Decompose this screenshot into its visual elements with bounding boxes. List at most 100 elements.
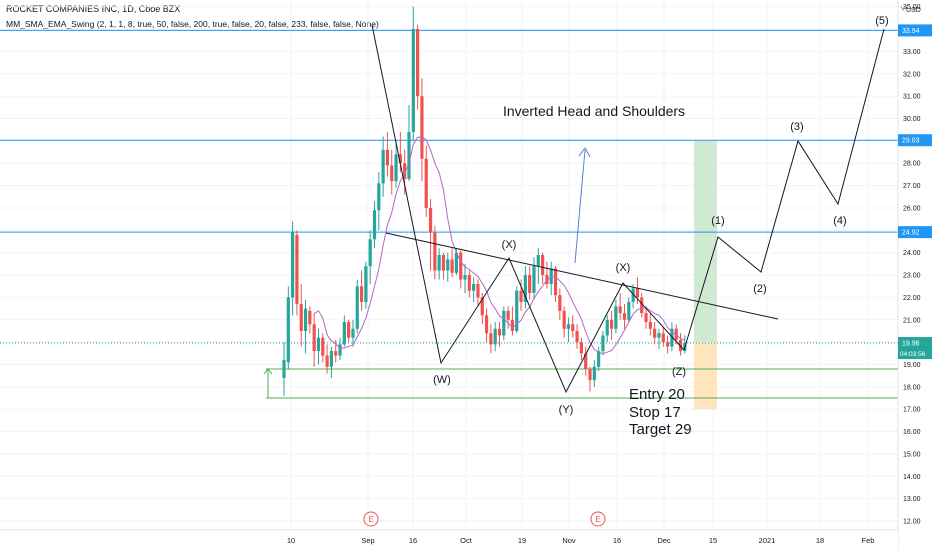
drawings[interactable] bbox=[371, 24, 885, 394]
candle-4 bbox=[299, 284, 303, 347]
candle-body bbox=[416, 29, 420, 97]
time-tick-7: Dec bbox=[657, 536, 671, 545]
candle-body bbox=[644, 313, 648, 323]
candle-body bbox=[536, 254, 540, 267]
candle-body bbox=[407, 131, 411, 179]
candle-body bbox=[493, 328, 497, 345]
level-badge-label-1: 29.03 bbox=[902, 138, 920, 145]
candle-58 bbox=[532, 257, 536, 300]
indicator-legend-text: MM_SMA_EMA_Swing (2, 1, 1, 8, true, 50, … bbox=[6, 19, 379, 29]
candle-body bbox=[588, 368, 592, 381]
candle-52 bbox=[506, 306, 510, 329]
candle-body bbox=[359, 286, 364, 302]
candle-47 bbox=[484, 308, 489, 343]
projection-line bbox=[683, 28, 885, 351]
time-tick-0: 10 bbox=[287, 536, 295, 545]
price-tick-3: 15.00 bbox=[903, 451, 921, 458]
candle-body bbox=[489, 333, 493, 345]
candle-89 bbox=[665, 335, 670, 354]
candle-45 bbox=[476, 279, 480, 307]
position-zones bbox=[694, 140, 717, 410]
candle-body bbox=[463, 275, 467, 280]
wave-label-2: (2) bbox=[753, 283, 766, 295]
countdown-label: 04:03:56 bbox=[900, 351, 926, 358]
up-arrow-head bbox=[578, 147, 591, 158]
candle-39 bbox=[450, 248, 454, 278]
target-zone bbox=[694, 140, 717, 343]
candle-41 bbox=[459, 250, 463, 289]
candle-body bbox=[385, 149, 390, 166]
symbol-title[interactable]: ROCKET COMPANIES INC, 1D, Cboe BZX bbox=[6, 4, 180, 14]
candle-35 bbox=[433, 225, 437, 280]
candle-1 bbox=[286, 286, 290, 369]
candle-body bbox=[657, 333, 661, 338]
candle-57 bbox=[528, 266, 532, 300]
candle-23 bbox=[381, 136, 385, 197]
price-tick-14: 26.00 bbox=[903, 205, 921, 212]
candle-body bbox=[398, 154, 402, 164]
price-tick-23: 35.00 bbox=[903, 4, 921, 11]
candle-body bbox=[648, 322, 652, 329]
earnings-marker-1 bbox=[590, 511, 606, 527]
candle-body bbox=[571, 324, 575, 331]
wave-label-y: (Y) bbox=[559, 404, 574, 416]
candle-71 bbox=[588, 366, 592, 392]
candle-body bbox=[321, 337, 325, 356]
candle-body bbox=[368, 239, 372, 267]
candle-24 bbox=[385, 131, 390, 177]
candle-body bbox=[351, 328, 355, 338]
candle-body bbox=[424, 158, 428, 208]
indicator-legend[interactable]: MM_SMA_EMA_Swing (2, 1, 1, 8, true, 50, … bbox=[6, 19, 379, 29]
candle-body bbox=[605, 319, 609, 336]
candle-body bbox=[541, 254, 545, 276]
candle-60 bbox=[541, 252, 545, 285]
price-tick-20: 32.00 bbox=[903, 71, 921, 78]
price-tick-15: 27.00 bbox=[903, 183, 921, 190]
price-axis[interactable]: 12.00 13.00 14.00 15.00 16.00 17.00 18.00 19.00… bbox=[897, 0, 932, 550]
time-tick-11: Feb bbox=[862, 536, 875, 545]
wave-label-z: (Z) bbox=[672, 366, 686, 378]
wave-label-5: (5) bbox=[875, 15, 888, 27]
currency-label: USD bbox=[906, 7, 921, 14]
candle-54 bbox=[515, 286, 519, 334]
candle-body bbox=[661, 333, 665, 343]
candle-body bbox=[562, 310, 566, 329]
candle-29 bbox=[407, 105, 411, 182]
time-axis-bg bbox=[0, 530, 898, 550]
candle-body bbox=[338, 344, 342, 356]
candle-75 bbox=[605, 315, 609, 343]
candle-88 bbox=[661, 326, 665, 347]
price-tick-9: 21.00 bbox=[903, 317, 921, 324]
candle-64 bbox=[558, 288, 562, 320]
candle-26 bbox=[394, 140, 398, 188]
candle-body bbox=[614, 306, 618, 329]
time-tick-9: 2021 bbox=[759, 536, 776, 545]
candle-70 bbox=[584, 346, 588, 376]
candle-body bbox=[640, 297, 644, 314]
wave-label-3: (3) bbox=[790, 121, 803, 133]
candle-85 bbox=[648, 313, 652, 336]
target-text: Target 29 bbox=[629, 421, 692, 438]
time-axis[interactable]: 10 Sep 16 Oct 19 Nov 16 Dec 15 2021 18 Feb bbox=[0, 529, 898, 550]
candle-32 bbox=[420, 78, 424, 182]
candle-body bbox=[631, 288, 635, 302]
moving-average bbox=[313, 136, 685, 355]
candle-81 bbox=[631, 284, 635, 309]
price-tick-12: 24.00 bbox=[903, 250, 921, 257]
candle-43 bbox=[467, 270, 471, 298]
chart-title: Inverted Head and Shoulders bbox=[503, 103, 685, 119]
time-tick-6: 16 bbox=[613, 536, 621, 545]
candle-55 bbox=[519, 279, 523, 311]
candle-body bbox=[381, 149, 385, 184]
entry-text: Entry 20 bbox=[629, 386, 685, 403]
candle-50 bbox=[497, 322, 502, 347]
candle-67 bbox=[571, 315, 575, 338]
candle-68 bbox=[575, 324, 579, 349]
candle-30 bbox=[411, 6, 415, 141]
candle-body bbox=[627, 301, 631, 320]
candle-body bbox=[618, 306, 622, 314]
candle-6 bbox=[308, 306, 312, 334]
candle-body bbox=[390, 165, 394, 182]
price-levels bbox=[0, 29, 898, 399]
